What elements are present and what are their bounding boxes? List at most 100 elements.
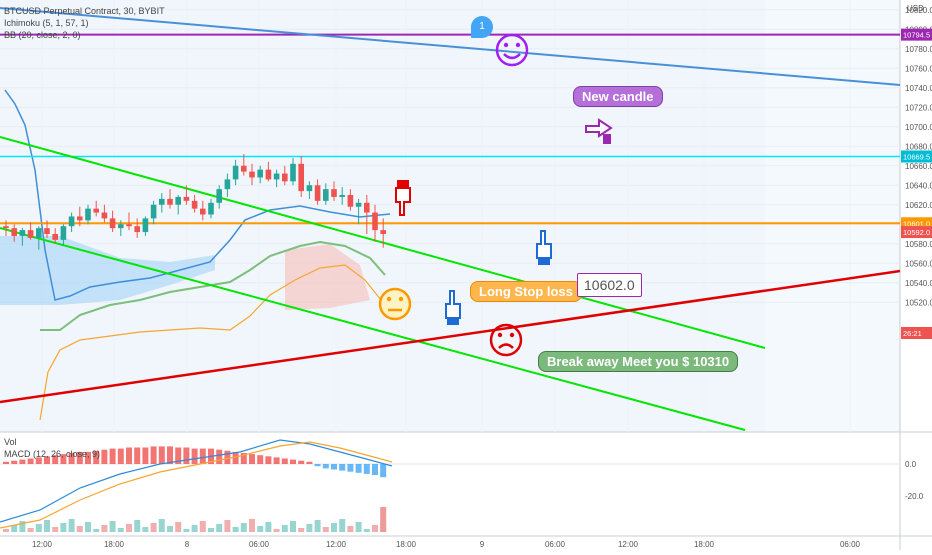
price-tick: 10700.0 [905, 123, 932, 132]
macd-histogram-bar [175, 447, 182, 464]
candle-body [44, 228, 50, 234]
bb-upper [4, 89, 391, 301]
volume-bar [355, 522, 362, 532]
green-channel-top [0, 136, 766, 349]
new-candle-label[interactable]: New candle [573, 86, 663, 107]
bb-lower [39, 264, 386, 421]
price-tick: 10580.0 [905, 240, 932, 249]
hand-point-right-icon[interactable] [583, 114, 615, 146]
volume-bar [175, 522, 182, 532]
volume-bar [257, 526, 264, 532]
candles [3, 154, 386, 250]
time-tick: 12:00 [618, 540, 639, 549]
break-away-text: Break away Meet you $ 10310 [547, 354, 730, 369]
macd-histogram-bar [322, 464, 329, 469]
time-tick: 9 [480, 540, 485, 549]
price-label: 10669.5 [903, 152, 930, 161]
macd-histogram-bar [265, 456, 272, 464]
candle-body [380, 230, 386, 234]
macd-histogram-bar [232, 451, 239, 464]
macd-histogram-bar [44, 456, 50, 464]
candle-body [11, 228, 17, 236]
volume-bar [208, 528, 214, 532]
macd-histogram-bar [183, 447, 190, 464]
candle-body [364, 202, 370, 213]
volume-bar [117, 528, 124, 532]
hand-point-up-icon-2[interactable] [441, 288, 465, 328]
candle-body [93, 208, 99, 213]
volume-bar [85, 522, 91, 532]
flag-number: 1 [479, 21, 485, 32]
candle-body [241, 165, 247, 172]
candle-body [216, 189, 222, 203]
price-label-bg [901, 327, 932, 339]
macd-histogram-bar [142, 447, 149, 464]
flag-badge[interactable]: 1 [471, 16, 493, 38]
candle-body [126, 224, 132, 227]
candle-body [208, 202, 214, 215]
candle-body [282, 173, 288, 182]
macd-histogram-bar [224, 450, 231, 464]
ichimoku-bull-cloud [0, 236, 215, 305]
volume-bar [126, 524, 132, 532]
volume-bar [216, 524, 223, 532]
macd-histogram-bar [216, 449, 223, 464]
macd-histogram-bar [372, 464, 378, 475]
long-stop-text: Long Stop loss [479, 284, 573, 299]
hand-point-up-icon[interactable] [532, 228, 556, 268]
candle-body [150, 204, 157, 219]
macd-histogram-bar [85, 451, 91, 464]
candle-body [339, 195, 345, 197]
macd-histogram-bar [76, 451, 83, 464]
volume-bar [306, 524, 313, 532]
candle-body [118, 224, 124, 229]
volume-bar [298, 528, 305, 532]
volume-bar [158, 519, 165, 532]
volume-bar [273, 529, 280, 532]
volume-bar [142, 527, 149, 532]
macd-histogram-bar [249, 454, 255, 464]
price-callout[interactable]: 10602.0 [577, 273, 642, 297]
sad-face-icon[interactable] [489, 320, 523, 360]
volume-bar [60, 523, 67, 532]
macd-histogram-bar [60, 454, 67, 464]
break-away-label[interactable]: Break away Meet you $ 10310 [538, 351, 739, 372]
candle-body [36, 228, 42, 238]
vol-label: Vol [4, 437, 17, 447]
volume-bar [249, 519, 255, 532]
macd-histogram-bar [150, 446, 157, 464]
volume-bar [191, 525, 198, 532]
macd-histogram-bar [273, 457, 280, 464]
macd-histogram-bar [19, 459, 26, 464]
candle-body [347, 195, 354, 207]
candle-body [232, 165, 239, 180]
macd-histogram-bar [347, 464, 354, 472]
volume-bar [11, 525, 18, 532]
time-tick: 8 [185, 540, 190, 549]
long-stop-label[interactable]: Long Stop loss [470, 281, 582, 302]
time-tick: 06:00 [249, 540, 270, 549]
candle-body [323, 189, 329, 201]
volume-bar [44, 520, 50, 532]
macd-histogram-bar [339, 464, 346, 471]
neutral-face-icon[interactable] [378, 283, 412, 325]
volume-bar [183, 529, 190, 532]
bb-basis [40, 240, 386, 331]
price-tick: 10540.0 [905, 279, 932, 288]
price-label: 10601.0 [903, 219, 930, 228]
macd-histogram-bar [35, 457, 42, 464]
volume-bar [150, 523, 157, 532]
hand-point-down-icon[interactable] [390, 178, 416, 218]
macd-histogram-bar [52, 455, 59, 464]
candle-body [77, 216, 83, 221]
legend-ichimoku: Ichimoku (5, 1, 57, 1) [4, 18, 89, 28]
volume-bar [281, 525, 288, 532]
macd-histogram-bar [199, 448, 206, 464]
happy-face-icon[interactable] [494, 30, 530, 70]
new-candle-text: New candle [582, 89, 654, 104]
volume-bar [199, 521, 206, 532]
candle-body [200, 208, 206, 215]
price-tick: 10820.0 [905, 6, 932, 15]
